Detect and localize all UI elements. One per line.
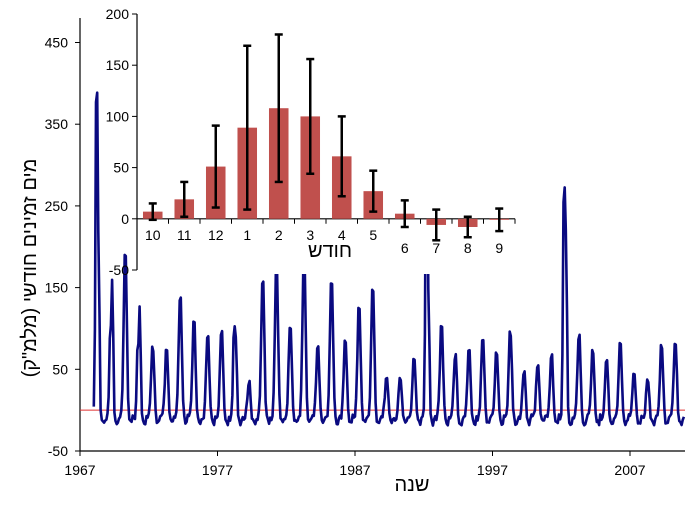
y-tick-label: 150 bbox=[45, 280, 69, 296]
x-tick-label: 1997 bbox=[477, 462, 508, 478]
inset-y-tick-label: 150 bbox=[106, 57, 130, 73]
x-tick-label: 1987 bbox=[339, 462, 370, 478]
y-tick-label: -50 bbox=[48, 443, 68, 459]
inset-x-tick-label: 8 bbox=[464, 240, 472, 256]
inset-x-tick-label: 3 bbox=[306, 227, 314, 243]
inset-x-tick-label: 4 bbox=[338, 227, 346, 243]
inset-x-tick-label: 5 bbox=[369, 227, 377, 243]
inset-x-tick-label: 2 bbox=[275, 227, 283, 243]
y-tick-label: 350 bbox=[45, 116, 69, 132]
inset-x-tick-label: 1 bbox=[243, 227, 251, 243]
inset-x-axis-title: חודש bbox=[308, 240, 352, 262]
monthly-series-line bbox=[92, 91, 686, 427]
inset-x-tick-label: 7 bbox=[432, 240, 440, 256]
inset-x-tick-label: 12 bbox=[208, 227, 224, 243]
inset-y-tick-label: 200 bbox=[106, 6, 130, 22]
inset-x-tick-label: 6 bbox=[401, 240, 409, 256]
x-tick-label: 2007 bbox=[614, 462, 645, 478]
inset-x-tick-label: 11 bbox=[177, 227, 192, 243]
inset-y-tick-label: 50 bbox=[113, 160, 129, 176]
y-tick-label: 250 bbox=[45, 198, 69, 214]
inset-y-tick-label: 0 bbox=[121, 211, 129, 227]
x-tick-label: 1977 bbox=[202, 462, 233, 478]
y-tick-label: 50 bbox=[52, 361, 68, 377]
inset-x-tick-label: 10 bbox=[145, 227, 161, 243]
inset-x-tick-label: 9 bbox=[495, 240, 503, 256]
x-tick-label: 1967 bbox=[64, 462, 95, 478]
y-tick-label: 450 bbox=[45, 35, 69, 51]
x-axis-title: שנה bbox=[394, 474, 429, 496]
inset-background bbox=[133, 12, 521, 274]
y-axis-title: מים זמינים חודשי (מלמ"ק) bbox=[19, 159, 41, 378]
inset-y-tick-label: -50 bbox=[109, 262, 129, 278]
inset-y-tick-label: 100 bbox=[106, 108, 130, 124]
